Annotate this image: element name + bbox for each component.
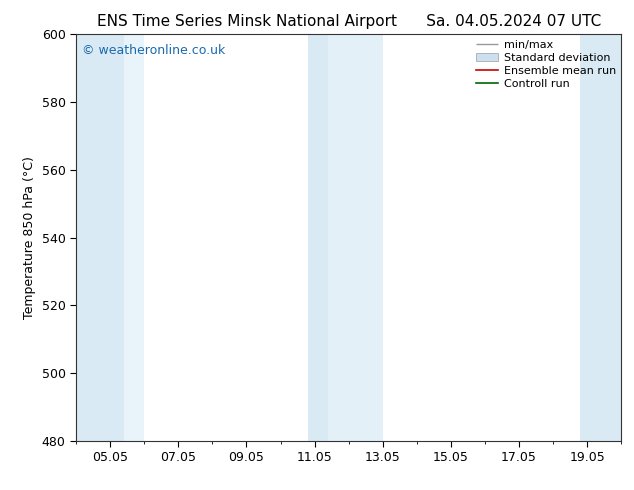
Bar <box>124 34 144 441</box>
Text: © weatheronline.co.uk: © weatheronline.co.uk <box>82 45 225 57</box>
Bar <box>328 34 383 441</box>
Y-axis label: Temperature 850 hPa (°C): Temperature 850 hPa (°C) <box>23 156 36 319</box>
Bar <box>307 34 328 441</box>
Bar <box>76 34 124 441</box>
Legend: min/max, Standard deviation, Ensemble mean run, Controll run: min/max, Standard deviation, Ensemble me… <box>472 37 619 92</box>
Title: ENS Time Series Minsk National Airport      Sa. 04.05.2024 07 UTC: ENS Time Series Minsk National Airport S… <box>96 14 601 29</box>
Bar <box>580 34 621 441</box>
